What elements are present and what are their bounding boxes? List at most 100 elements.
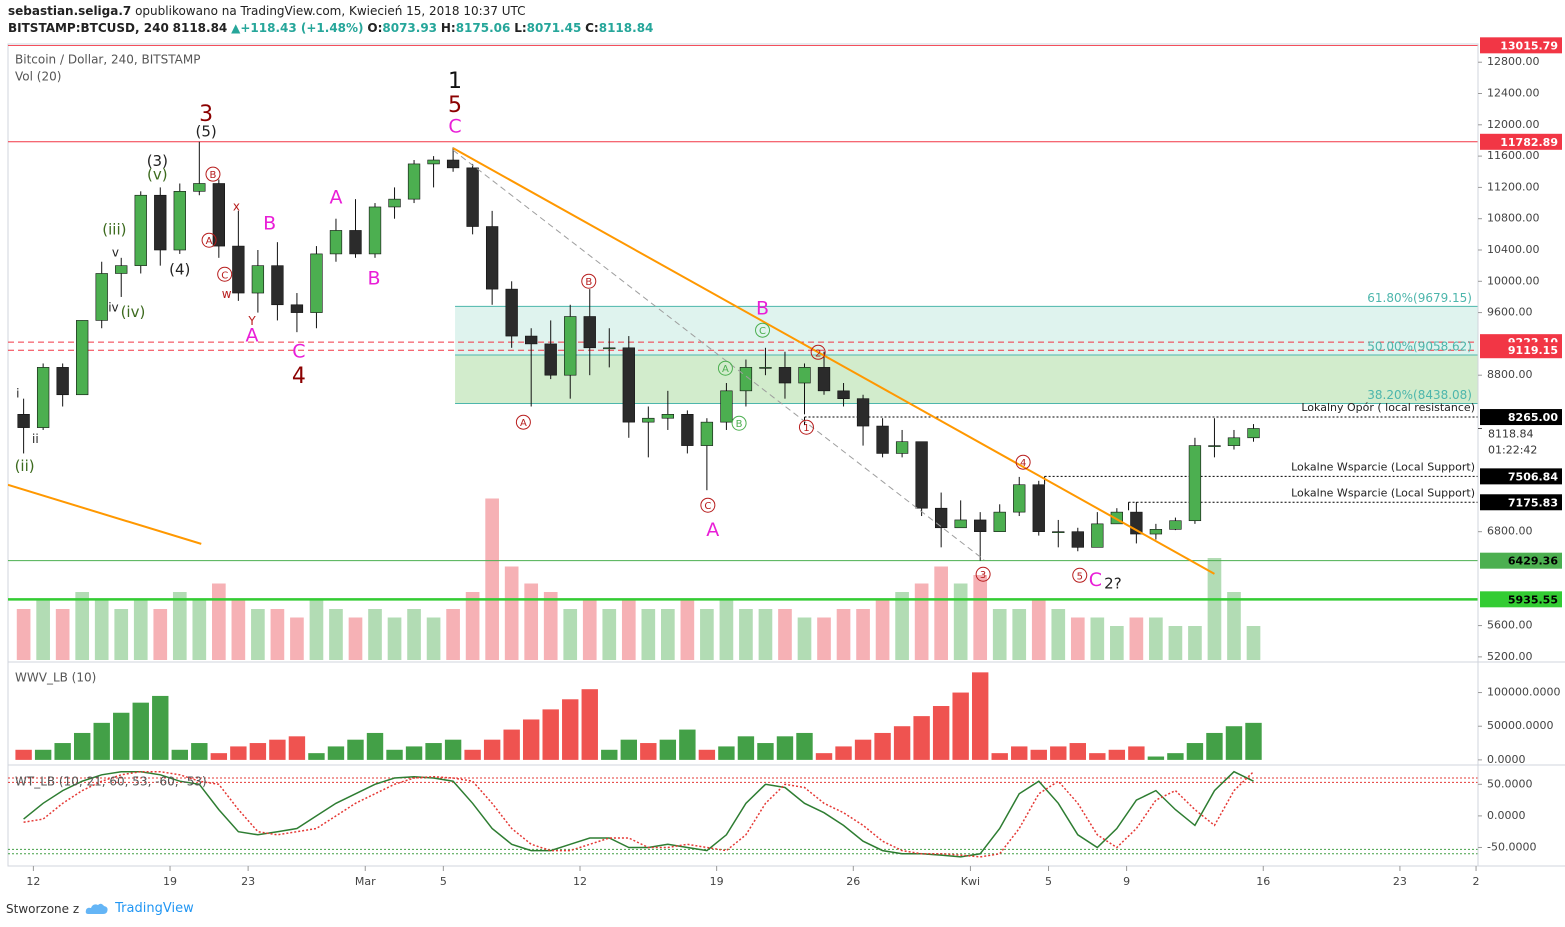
wwv-bar bbox=[522, 719, 540, 760]
volume-bar bbox=[1129, 617, 1144, 660]
candle-body bbox=[17, 414, 30, 428]
wwv-bar bbox=[932, 706, 950, 760]
wwv-bar bbox=[893, 726, 911, 760]
wwv-bar bbox=[1206, 732, 1223, 760]
wave-label: B bbox=[368, 268, 381, 290]
level-badge bbox=[1480, 591, 1562, 608]
logo[interactable] bbox=[85, 902, 109, 916]
wwv-bar bbox=[288, 736, 306, 760]
candle-body bbox=[993, 511, 1006, 532]
ohlc-label: L: bbox=[514, 21, 527, 35]
ohlc-label: C: bbox=[585, 21, 599, 35]
candle-body bbox=[1013, 484, 1026, 513]
volume-bar bbox=[16, 609, 31, 660]
x-tick-label: 5 bbox=[440, 875, 447, 888]
trendline bbox=[452, 147, 1215, 575]
wwv-bar bbox=[54, 743, 71, 760]
author[interactable]: sebastian.seliga.7 bbox=[8, 4, 132, 18]
axes: 12 19 23 Mar 5 12 19 26 Kwi 5 9 16 23 212800.0012400.… bbox=[26, 37, 1562, 888]
wave-circle bbox=[798, 419, 814, 435]
wave-circle bbox=[700, 497, 716, 513]
volume-bar bbox=[680, 600, 695, 660]
wwv-bar bbox=[113, 712, 130, 760]
wave-circle bbox=[810, 344, 826, 360]
wave-label: 5 bbox=[1077, 571, 1083, 582]
candle-body bbox=[817, 367, 831, 392]
wwv-bar bbox=[659, 739, 677, 760]
volume-bar bbox=[309, 600, 324, 660]
ohlc-label: H: bbox=[440, 21, 456, 35]
wave-label: Y bbox=[247, 314, 256, 328]
wwv-bar bbox=[1186, 743, 1204, 760]
brand[interactable]: TradingView bbox=[115, 901, 194, 916]
wwv-bar bbox=[405, 746, 423, 760]
volume-bar bbox=[1012, 609, 1027, 660]
x-tick-label: 23 bbox=[241, 875, 255, 888]
level-badge bbox=[1480, 342, 1562, 359]
candle-body bbox=[1052, 531, 1065, 533]
wave-label: 5 bbox=[448, 93, 462, 118]
fib-label: 38.20%(8438.08) bbox=[1367, 388, 1472, 402]
volume-bar bbox=[290, 617, 304, 660]
volume-bar bbox=[192, 600, 207, 660]
candle-body bbox=[661, 414, 674, 419]
volume-bar bbox=[602, 609, 617, 660]
wwv-bar bbox=[15, 749, 32, 760]
wave-label: A bbox=[329, 187, 342, 209]
wave-label: A bbox=[206, 236, 213, 247]
wave-label: 4 bbox=[1020, 458, 1026, 469]
x-tick-label: 23 bbox=[1393, 875, 1407, 888]
candle-body bbox=[95, 273, 108, 321]
level-badge-label: 13015.79 bbox=[1500, 39, 1558, 52]
wave-circle bbox=[217, 266, 233, 282]
candle-body bbox=[837, 390, 850, 399]
wave-label: B bbox=[756, 298, 769, 320]
volume-label: Vol (20) bbox=[15, 70, 61, 84]
level-badge-label: 5935.55 bbox=[1508, 593, 1558, 606]
candle-body bbox=[915, 441, 928, 509]
header-line: sebastian.seliga.7 opublikowano na Tradi… bbox=[8, 3, 653, 20]
wwv-bar bbox=[913, 716, 930, 760]
wwv-bar bbox=[679, 729, 696, 760]
change: +118.43 (+1.48%) bbox=[240, 21, 364, 35]
wwv-bar bbox=[952, 692, 969, 760]
wwv-bar bbox=[971, 672, 989, 760]
volume-bar bbox=[1051, 609, 1066, 660]
wave-label: 1 bbox=[803, 423, 809, 434]
wave-label: C bbox=[221, 270, 228, 281]
wave-circle bbox=[717, 360, 733, 376]
wwv-bar bbox=[73, 732, 91, 760]
wwv-bar bbox=[386, 749, 403, 760]
volume-bar bbox=[621, 600, 636, 660]
arrow: ▲ bbox=[231, 21, 241, 35]
wave-label: B bbox=[585, 277, 592, 288]
level-note: Lokalne Wsparcie (Local Support) bbox=[1291, 486, 1475, 499]
wwv-bar bbox=[1128, 746, 1145, 760]
volume-bar bbox=[1227, 592, 1241, 660]
wwv-bar bbox=[601, 749, 618, 760]
wwv-bar bbox=[132, 702, 149, 760]
wwv-bar bbox=[152, 695, 169, 760]
ohlc-value: 8175.06 bbox=[455, 21, 511, 35]
level-badge-label: 6429.36 bbox=[1508, 555, 1558, 568]
volume-bar bbox=[836, 609, 851, 660]
wt-line bbox=[23, 770, 1254, 858]
volume-bar bbox=[934, 566, 948, 660]
y-tick-label: 50000.0000 bbox=[1487, 719, 1553, 732]
candle-body bbox=[349, 230, 362, 255]
level-badge-label: 7506.84 bbox=[1508, 470, 1558, 483]
wave-label: (4) bbox=[169, 261, 190, 279]
candle-body bbox=[544, 343, 557, 376]
wwv-bar bbox=[1225, 726, 1243, 760]
y-tick-label: 11600.00 bbox=[1487, 149, 1540, 162]
candle-body bbox=[954, 519, 967, 529]
candle-body bbox=[212, 183, 225, 247]
wwv-bar bbox=[483, 739, 501, 760]
volume-bar bbox=[212, 583, 226, 660]
wwv-bar bbox=[503, 729, 520, 760]
y-tick-label: 11200.00 bbox=[1487, 180, 1540, 193]
candle-body bbox=[681, 414, 694, 446]
volume-bar bbox=[914, 583, 929, 660]
